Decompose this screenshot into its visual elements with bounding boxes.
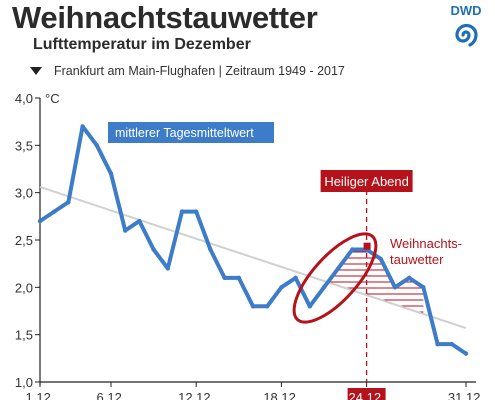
x-tick-label: 31.12. — [448, 390, 484, 400]
region-label: tauwetter — [390, 252, 444, 267]
highlight-day-label: Heiliger Abend — [324, 174, 409, 189]
y-tick-label: 4,0 — [15, 91, 33, 106]
highlight-day-box — [320, 170, 413, 192]
series-point — [350, 247, 355, 252]
logo-text: DWD — [450, 3, 481, 18]
series-point — [151, 247, 156, 252]
y-tick-label: 1,0 — [15, 375, 33, 390]
series-point — [137, 218, 142, 224]
y-tick-label: 3,5 — [15, 138, 33, 153]
x-tick-label: 12.12. — [178, 390, 214, 400]
y-unit-label: °C — [45, 91, 60, 106]
y-tick-label: 2,5 — [15, 233, 33, 248]
location-label: Frankfurt am Main-Flughafen | Zeitraum 1… — [54, 64, 345, 78]
series-point — [236, 275, 241, 281]
y-tick-label: 3,0 — [15, 186, 33, 201]
series-point — [407, 275, 412, 281]
series-point — [435, 341, 440, 347]
series-point — [194, 209, 199, 214]
series-point — [52, 209, 57, 214]
series-point — [307, 304, 312, 309]
y-tick-label: 1,5 — [15, 328, 33, 343]
series-point — [37, 218, 43, 224]
x-tick-label: 6.12. — [97, 390, 126, 400]
series-point — [66, 199, 71, 205]
series-point — [392, 285, 398, 290]
series-point — [94, 143, 100, 148]
series-point — [108, 171, 114, 176]
thaw-ellipse — [292, 232, 378, 324]
x-tick-label: 24.12. — [349, 390, 385, 400]
series-point — [378, 256, 383, 262]
spiral-icon — [455, 23, 478, 47]
series-point — [463, 351, 469, 356]
series-point — [336, 266, 341, 271]
series-label: mittlerer Tagesmitteltwert — [115, 126, 254, 140]
trend-line — [39, 186, 467, 329]
highlight-day-marker — [363, 242, 371, 250]
chart-title: Weihnachtstauwetter — [12, 0, 318, 35]
x-tick-highlight — [347, 388, 386, 400]
chart-subtitle: Lufttemperatur im Dezember — [33, 36, 251, 53]
series-point — [80, 124, 85, 129]
region-label: Weihnachts- — [390, 236, 462, 251]
dwd-logo: DWD — [442, 0, 490, 50]
series-point — [421, 285, 426, 290]
series-point — [208, 247, 213, 252]
series-point — [293, 275, 298, 281]
x-tick-label: 1.12. — [26, 390, 55, 400]
series-point — [123, 228, 128, 233]
series-label-box — [108, 122, 274, 143]
series-point — [321, 285, 327, 290]
series-point — [222, 275, 227, 281]
y-tick-label: 2,0 — [15, 280, 33, 295]
series-point — [250, 304, 256, 309]
series-point — [449, 341, 454, 347]
x-tick-label: 18.12. — [263, 390, 299, 400]
series-point — [165, 266, 170, 271]
series-point — [265, 304, 270, 309]
location-selector[interactable]: Frankfurt am Main-Flughafen | Zeitraum 1… — [30, 64, 345, 78]
series-point — [279, 285, 284, 290]
triangle-down-icon[interactable] — [30, 67, 42, 75]
series-point — [179, 209, 185, 214]
